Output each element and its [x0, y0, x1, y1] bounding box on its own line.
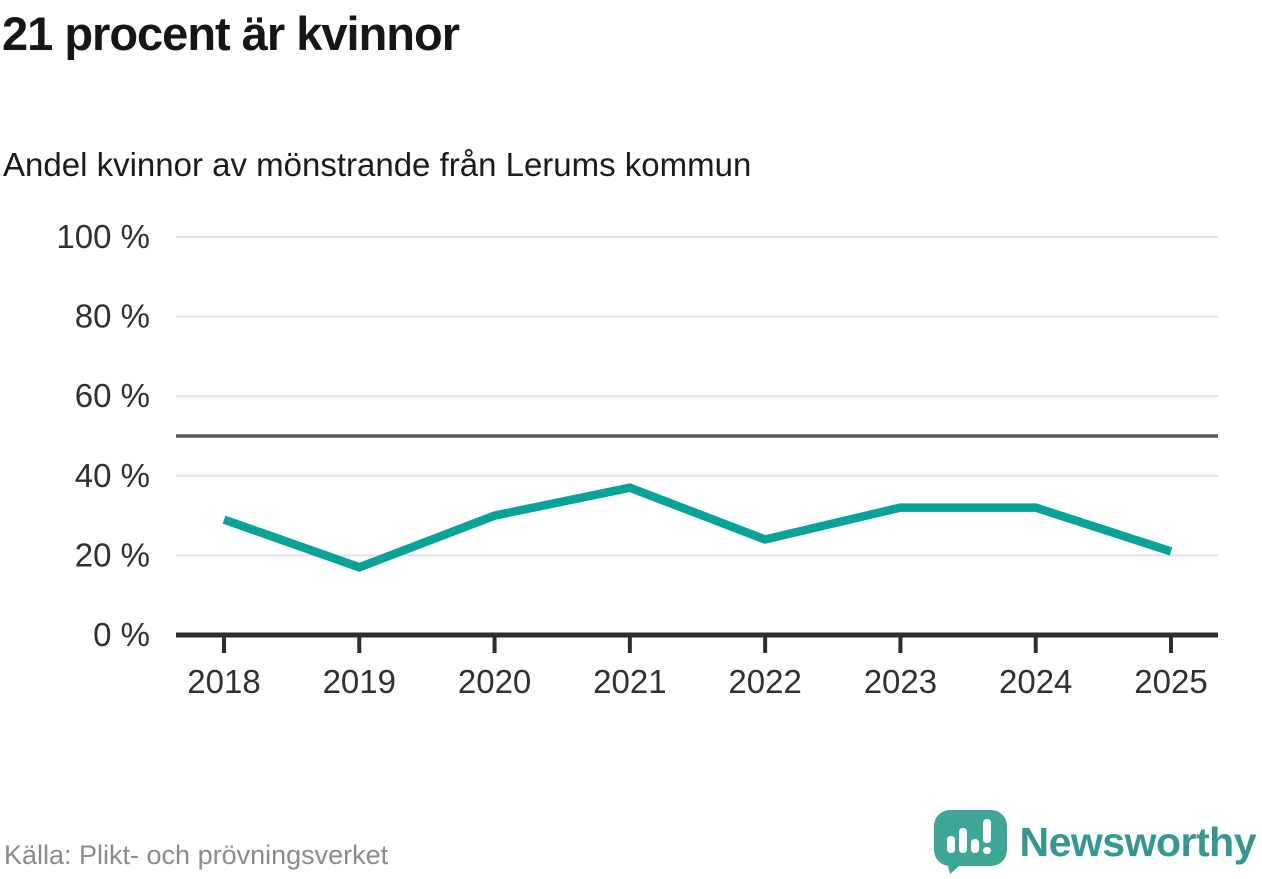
x-axis-tick-label: 2021 [593, 663, 666, 700]
y-axis-tick-label: 80 % [75, 298, 150, 335]
exclamation-bar-icon [982, 819, 991, 843]
x-axis-tick-label: 2025 [1134, 663, 1207, 700]
x-axis-tick-label: 2018 [187, 663, 260, 700]
x-axis-tick-label: 2020 [458, 663, 531, 700]
speech-bubble-bar-chart-icon [933, 810, 1007, 874]
x-axis-tick-label: 2024 [999, 663, 1072, 700]
x-axis-tick-label: 2023 [864, 663, 937, 700]
source-text: Källa: Plikt- och prövningsverket [4, 840, 389, 870]
bar-icon-short [946, 836, 955, 853]
x-axis-tick-label: 2019 [323, 663, 396, 700]
line-chart-plot: 0 % 20 % 40 % 60 % 80 % 100 % 2018 2019 2020 2021… [56, 218, 1218, 700]
newsworthy-logo-text: Newsworthy [1019, 818, 1257, 865]
data-series-line [222, 483, 1173, 572]
exclamation-dot-icon [982, 847, 991, 854]
x-axis-tick-label: 2022 [728, 663, 801, 700]
y-axis-tick-label: 40 % [75, 457, 150, 494]
y-axis-tick-label: 100 % [56, 218, 150, 255]
bar-icon-medium [970, 839, 979, 853]
y-axis-tick-label: 0 % [93, 616, 150, 653]
bar-icon-tall [958, 828, 967, 853]
chart-title: 21 procent är kvinnor [2, 7, 460, 60]
y-axis-tick-label: 20 % [75, 536, 150, 573]
chart-subtitle: Andel kvinnor av mönstrande från Lerums … [3, 146, 752, 183]
newsworthy-logo: Newsworthy [933, 810, 1257, 874]
y-axis-tick-label: 60 % [75, 377, 150, 414]
